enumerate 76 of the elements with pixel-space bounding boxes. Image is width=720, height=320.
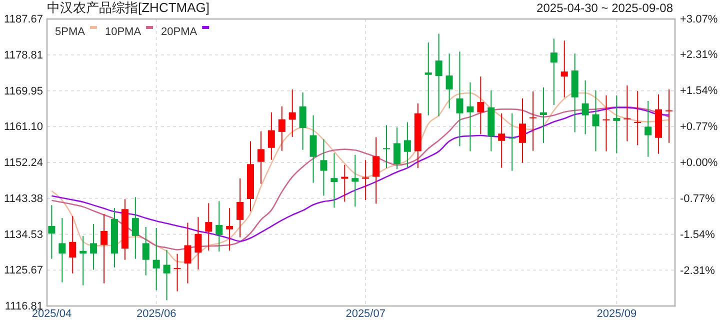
candlestick — [236, 178, 244, 238]
y2-tick-label: +2.31% — [680, 49, 718, 62]
candlestick — [508, 112, 516, 172]
candlestick — [424, 42, 432, 116]
candlestick — [184, 222, 192, 284]
y-tick-label: 1134.53 — [4, 228, 43, 241]
y-tick-label: 1169.95 — [4, 85, 43, 98]
y-tick-label: 1152.24 — [4, 157, 43, 170]
candlestick — [132, 196, 139, 260]
y2-tick-label: +0.00% — [680, 157, 718, 170]
y-tick-label: 1125.67 — [4, 264, 43, 277]
candlestick — [330, 152, 338, 208]
y2-tick-label: +3.07% — [680, 14, 718, 26]
candlestick — [404, 122, 411, 168]
candlestick — [466, 82, 474, 152]
candlestick — [560, 40, 568, 98]
y2-tick-label: -0.77% — [680, 193, 716, 206]
candlestick — [142, 226, 150, 276]
candlestick — [100, 214, 108, 284]
candlestick — [393, 126, 400, 170]
line-series — [51, 92, 670, 263]
candlestick — [644, 100, 652, 158]
candlestick — [152, 227, 160, 291]
candlestick — [383, 124, 390, 169]
candlestick — [582, 80, 589, 135]
candlestick — [519, 98, 526, 164]
y2-tick-label: +1.54% — [680, 85, 718, 98]
candlestick — [278, 106, 286, 152]
legend-label: 5PMA — [55, 26, 86, 38]
candlestick — [540, 86, 547, 144]
candlestick — [477, 76, 484, 135]
y-tick-label: 1143.38 — [4, 192, 43, 205]
chart-title: 中汉农产品综指[ZHCTMAG] — [47, 0, 210, 15]
candlestick — [163, 249, 170, 301]
candlestick — [288, 88, 296, 138]
candlestick — [550, 38, 558, 106]
candlestick — [446, 53, 453, 109]
candlestick — [80, 235, 87, 286]
candlestick — [310, 114, 317, 184]
candlestick — [372, 136, 380, 204]
candlestick — [602, 94, 610, 152]
y-tick-label: 1161.10 — [4, 121, 43, 134]
legend-label: 10PMA — [104, 26, 142, 38]
candlestick — [634, 90, 642, 146]
candlestick — [435, 33, 442, 117]
candlestick — [268, 112, 275, 160]
y2-tick-label: +0.77% — [680, 121, 718, 134]
candlestick — [592, 90, 600, 152]
chart-subtitle: 2025-04-30 ~ 2025-09-08 — [536, 1, 674, 15]
candlestick — [320, 138, 328, 196]
x-tick-label: 2025/07 — [346, 308, 386, 320]
candlestick — [174, 253, 181, 292]
candlestick — [48, 204, 56, 260]
candlestick — [529, 90, 536, 152]
candlestick — [498, 112, 506, 168]
candlestick — [456, 51, 464, 147]
y2-tick-label: -1.54% — [680, 229, 716, 242]
candlestick — [90, 224, 98, 270]
legend-label: 20PMA — [161, 26, 198, 38]
candlestick — [226, 208, 234, 252]
y2-tick-label: -2.31% — [680, 264, 716, 277]
x-tick-label: 2025/06 — [136, 308, 176, 320]
y-tick-label: 1187.67 — [4, 14, 43, 26]
candlestick — [299, 92, 306, 150]
candlestick — [257, 130, 264, 184]
candlestick — [194, 216, 202, 270]
candlestick — [613, 94, 620, 154]
candlestick — [69, 216, 76, 274]
candlestick — [624, 84, 631, 142]
y-tick-label: 1178.81 — [4, 49, 43, 62]
candlestick — [666, 88, 672, 144]
candlestick — [205, 202, 212, 252]
x-tick-label: 2025/09 — [596, 308, 637, 320]
candlestick — [352, 154, 359, 208]
candlestick — [58, 218, 66, 283]
candlestick — [216, 200, 223, 252]
